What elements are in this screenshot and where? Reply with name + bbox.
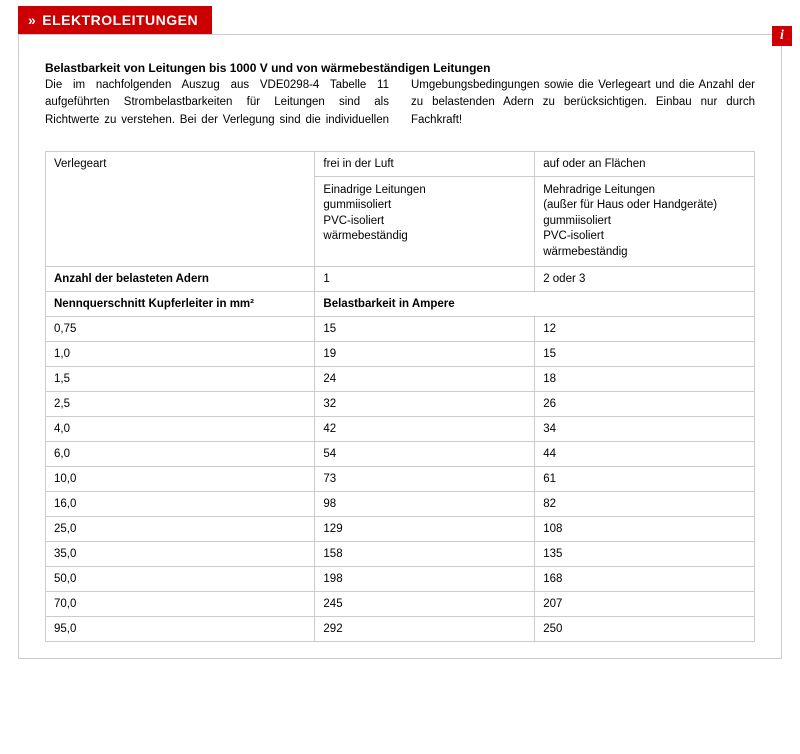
td-amp-surface: 168 [535,567,755,592]
table-row: 16,09882 [46,492,755,517]
td-cross-section: 4,0 [46,417,315,442]
th-col2-top: frei in der Luft [315,151,535,176]
chevron-icon: » [28,12,36,28]
td-amp-free-air: 198 [315,567,535,592]
th-col3-sub: Mehradrige Leitungen(außer für Haus oder… [535,176,755,267]
td-amp-free-air: 129 [315,517,535,542]
table-row: 10,07361 [46,467,755,492]
td-anzahl-label: Anzahl der belasteten Adern [46,267,315,292]
td-anzahl-col3: 2 oder 3 [535,267,755,292]
td-amp-free-air: 15 [315,317,535,342]
table-row: 6,05444 [46,442,755,467]
table-row: 4,04234 [46,417,755,442]
table-row-header-top: Verlegeart frei in der Luft auf oder an … [46,151,755,176]
td-cross-section: 35,0 [46,542,315,567]
info-icon: i [772,26,792,46]
td-cross-section: 25,0 [46,517,315,542]
table-row: 35,0158135 [46,542,755,567]
td-cross-section: 1,0 [46,342,315,367]
td-amp-surface: 18 [535,367,755,392]
th-verlegeart: Verlegeart [46,151,315,267]
td-anzahl-col2: 1 [315,267,535,292]
td-amp-surface: 34 [535,417,755,442]
td-amp-free-air: 73 [315,467,535,492]
td-amp-free-air: 32 [315,392,535,417]
td-nenn-label: Nennquerschnitt Kupferleiter in mm² [46,292,315,317]
td-cross-section: 16,0 [46,492,315,517]
td-cross-section: 70,0 [46,592,315,617]
page-title: Belastbarkeit von Leitungen bis 1000 V u… [45,61,755,75]
th-col3-top: auf oder an Flächen [535,151,755,176]
load-capacity-table: Verlegeart frei in der Luft auf oder an … [45,151,755,643]
td-cross-section: 95,0 [46,617,315,642]
intro-paragraph: Die im nachfolgenden Auszug aus VDE0298-… [45,77,755,129]
td-cross-section: 50,0 [46,567,315,592]
table-row: 70,0245207 [46,592,755,617]
table-row: 2,53226 [46,392,755,417]
table-row-anzahl: Anzahl der belasteten Adern 1 2 oder 3 [46,267,755,292]
table-row-nenn: Nennquerschnitt Kupferleiter in mm² Bela… [46,292,755,317]
table-row: 95,0292250 [46,617,755,642]
td-amp-surface: 135 [535,542,755,567]
td-amp-surface: 61 [535,467,755,492]
table-row: 1,52418 [46,367,755,392]
table-row: 0,751512 [46,317,755,342]
td-amp-surface: 26 [535,392,755,417]
td-amp-free-air: 24 [315,367,535,392]
td-amp-free-air: 54 [315,442,535,467]
td-amp-free-air: 158 [315,542,535,567]
content-panel: Belastbarkeit von Leitungen bis 1000 V u… [18,34,782,659]
th-col2-sub: Einadrige LeitungengummiisoliertPVC-isol… [315,176,535,267]
td-cross-section: 0,75 [46,317,315,342]
td-amp-surface: 15 [535,342,755,367]
table-row: 25,0129108 [46,517,755,542]
section-title: ELEKTROLEITUNGEN [42,12,198,28]
td-belast-label: Belastbarkeit in Ampere [315,292,755,317]
table-row: 50,0198168 [46,567,755,592]
td-cross-section: 1,5 [46,367,315,392]
td-amp-surface: 108 [535,517,755,542]
td-amp-surface: 207 [535,592,755,617]
section-header-tab: » ELEKTROLEITUNGEN [18,6,212,34]
td-cross-section: 10,0 [46,467,315,492]
td-amp-surface: 12 [535,317,755,342]
td-amp-free-air: 245 [315,592,535,617]
td-amp-free-air: 19 [315,342,535,367]
table-row: 1,01915 [46,342,755,367]
td-amp-free-air: 98 [315,492,535,517]
td-amp-free-air: 292 [315,617,535,642]
td-amp-free-air: 42 [315,417,535,442]
td-cross-section: 2,5 [46,392,315,417]
td-amp-surface: 44 [535,442,755,467]
td-amp-surface: 82 [535,492,755,517]
td-cross-section: 6,0 [46,442,315,467]
td-amp-surface: 250 [535,617,755,642]
